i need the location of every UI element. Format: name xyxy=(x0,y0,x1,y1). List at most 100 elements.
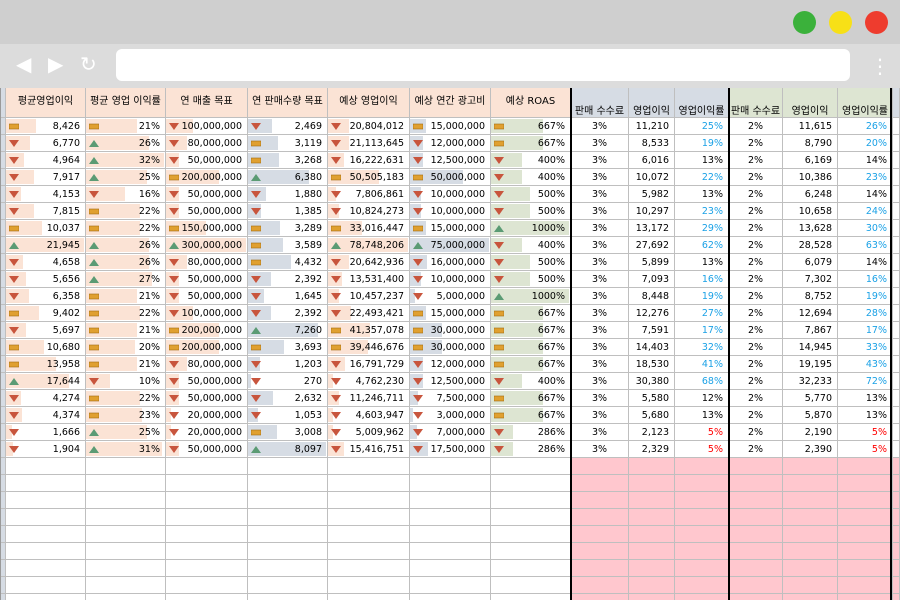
cell-g[interactable]: 667% xyxy=(491,305,571,322)
cell-m1[interactable]: 19% xyxy=(675,135,729,152)
cell-g[interactable]: 667% xyxy=(491,118,571,135)
empty-cell[interactable] xyxy=(410,458,491,475)
cell-c[interactable]: 20,000,000 xyxy=(166,424,248,441)
cell-o2[interactable]: 2,190 xyxy=(783,424,838,441)
cell-o1[interactable]: 7,093 xyxy=(629,271,675,288)
empty-cell[interactable] xyxy=(410,509,491,526)
cell-m2[interactable]: 5% xyxy=(838,441,893,458)
empty-cell[interactable] xyxy=(166,543,248,560)
pink-cell[interactable] xyxy=(675,560,729,577)
empty-cell[interactable] xyxy=(491,594,571,600)
empty-cell[interactable] xyxy=(491,560,571,577)
cell-p2[interactable]: 2% xyxy=(729,407,783,424)
empty-cell[interactable] xyxy=(491,458,571,475)
pink-cell[interactable] xyxy=(838,543,893,560)
empty-cell[interactable] xyxy=(248,458,328,475)
cell-p2[interactable]: 2% xyxy=(729,322,783,339)
extra-cell[interactable] xyxy=(893,594,900,600)
pink-cell[interactable] xyxy=(571,509,629,526)
cell-o1[interactable]: 2,329 xyxy=(629,441,675,458)
pink-cell[interactable] xyxy=(629,492,675,509)
pink-cell[interactable] xyxy=(675,458,729,475)
cell-m2[interactable]: 5% xyxy=(838,424,893,441)
empty-cell[interactable] xyxy=(328,594,410,600)
cell-e[interactable]: 13,531,400 xyxy=(328,271,410,288)
empty-cell[interactable] xyxy=(328,577,410,594)
cell-d[interactable]: 3,589 xyxy=(248,237,328,254)
extra-cell[interactable] xyxy=(893,577,900,594)
cell-f[interactable]: 16,000,000 xyxy=(410,254,491,271)
cell-g[interactable]: 667% xyxy=(491,390,571,407)
cell-a[interactable]: 13,958 xyxy=(6,356,86,373)
empty-cell[interactable] xyxy=(248,526,328,543)
cell-m2[interactable]: 33% xyxy=(838,339,893,356)
cell-e[interactable]: 50,505,183 xyxy=(328,169,410,186)
cell-p1[interactable]: 3% xyxy=(571,390,629,407)
extra-cell[interactable] xyxy=(893,509,900,526)
cell-g[interactable]: 667% xyxy=(491,322,571,339)
pink-cell[interactable] xyxy=(729,458,783,475)
cell-p2[interactable]: 2% xyxy=(729,203,783,220)
pink-cell[interactable] xyxy=(729,475,783,492)
pink-cell[interactable] xyxy=(571,577,629,594)
pink-cell[interactable] xyxy=(783,526,838,543)
empty-cell[interactable] xyxy=(6,560,86,577)
cell-e[interactable]: 39,446,676 xyxy=(328,339,410,356)
empty-cell[interactable] xyxy=(328,560,410,577)
empty-cell[interactable] xyxy=(6,594,86,600)
cell-m1[interactable]: 23% xyxy=(675,203,729,220)
cell-e[interactable]: 10,457,237 xyxy=(328,288,410,305)
cell-m1[interactable]: 13% xyxy=(675,186,729,203)
empty-cell[interactable] xyxy=(328,509,410,526)
cell-o2[interactable]: 12,694 xyxy=(783,305,838,322)
empty-cell[interactable] xyxy=(248,543,328,560)
pink-cell[interactable] xyxy=(729,560,783,577)
cell-m2[interactable]: 14% xyxy=(838,254,893,271)
cell-g[interactable]: 400% xyxy=(491,373,571,390)
cell-p2[interactable]: 2% xyxy=(729,152,783,169)
cell-d[interactable]: 1,645 xyxy=(248,288,328,305)
cell-p2[interactable]: 2% xyxy=(729,186,783,203)
cell-c[interactable]: 200,000,000 xyxy=(166,339,248,356)
cell-m2[interactable]: 16% xyxy=(838,271,893,288)
pink-cell[interactable] xyxy=(629,560,675,577)
pink-cell[interactable] xyxy=(629,458,675,475)
cell-m1[interactable]: 32% xyxy=(675,339,729,356)
cell-d[interactable]: 8,097 xyxy=(248,441,328,458)
cell-c[interactable]: 300,000,000 xyxy=(166,237,248,254)
extra-cell[interactable] xyxy=(893,288,900,305)
empty-cell[interactable] xyxy=(166,509,248,526)
empty-cell[interactable] xyxy=(166,492,248,509)
cell-o1[interactable]: 10,072 xyxy=(629,169,675,186)
cell-a[interactable]: 7,815 xyxy=(6,203,86,220)
cell-p2[interactable]: 2% xyxy=(729,373,783,390)
cell-f[interactable]: 3,000,000 xyxy=(410,407,491,424)
cell-o2[interactable]: 6,248 xyxy=(783,186,838,203)
empty-cell[interactable] xyxy=(86,543,166,560)
cell-p1[interactable]: 3% xyxy=(571,271,629,288)
pink-cell[interactable] xyxy=(675,594,729,600)
cell-d[interactable]: 1,880 xyxy=(248,186,328,203)
extra-cell[interactable] xyxy=(893,152,900,169)
empty-cell[interactable] xyxy=(166,458,248,475)
cell-m1[interactable]: 22% xyxy=(675,169,729,186)
extra-cell[interactable] xyxy=(893,492,900,509)
cell-g[interactable]: 1000% xyxy=(491,220,571,237)
cell-m1[interactable]: 13% xyxy=(675,254,729,271)
cell-m2[interactable]: 19% xyxy=(838,288,893,305)
cell-m2[interactable]: 30% xyxy=(838,220,893,237)
pink-cell[interactable] xyxy=(729,526,783,543)
empty-cell[interactable] xyxy=(248,577,328,594)
cell-c[interactable]: 50,000,000 xyxy=(166,203,248,220)
cell-o1[interactable]: 8,533 xyxy=(629,135,675,152)
cell-b[interactable]: 23% xyxy=(86,407,166,424)
cell-m2[interactable]: 72% xyxy=(838,373,893,390)
empty-cell[interactable] xyxy=(491,509,571,526)
cell-a[interactable]: 5,697 xyxy=(6,322,86,339)
cell-m2[interactable]: 28% xyxy=(838,305,893,322)
pink-cell[interactable] xyxy=(838,526,893,543)
pink-cell[interactable] xyxy=(783,475,838,492)
cell-e[interactable]: 4,603,947 xyxy=(328,407,410,424)
extra-cell[interactable] xyxy=(893,271,900,288)
pink-cell[interactable] xyxy=(571,526,629,543)
